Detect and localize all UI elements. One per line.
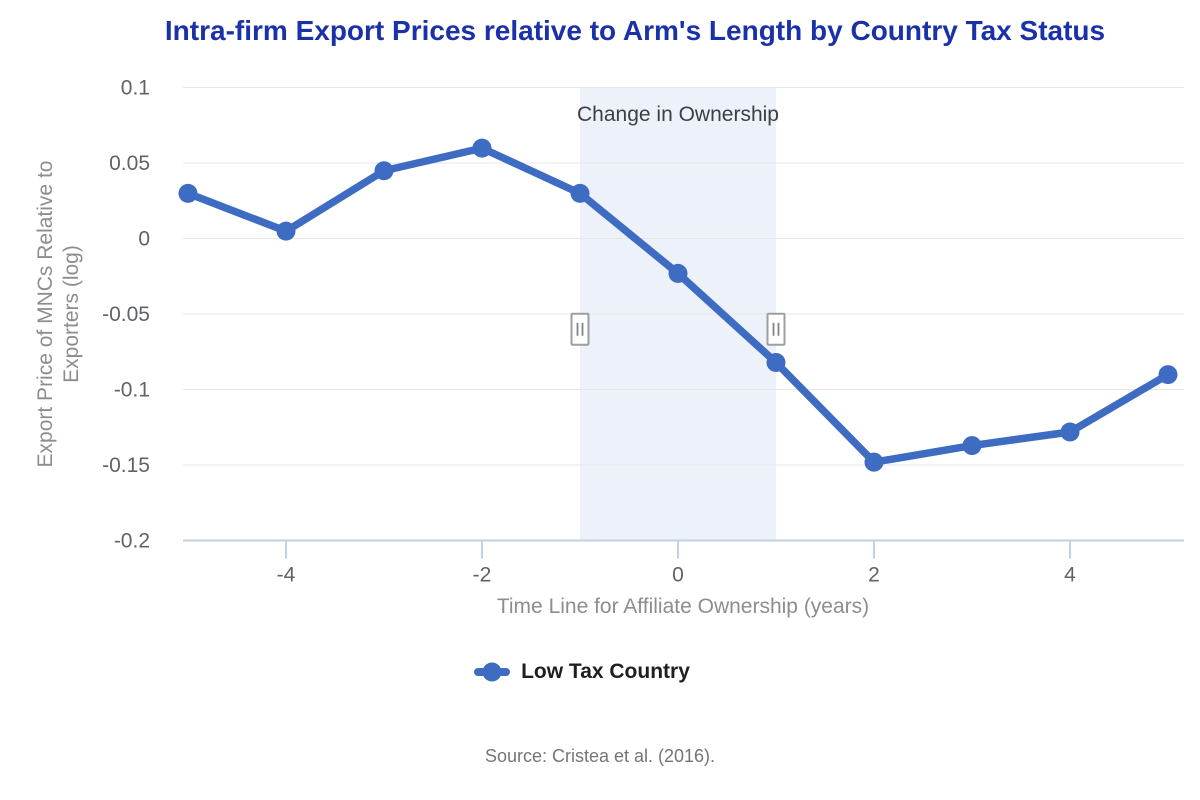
y-tick-label: 0 (138, 228, 150, 251)
y-axis-title-line1: Export Price of MNCs Relative to (34, 161, 57, 468)
chart-canvas: 0.1 0.05 0 -0.05 -0.1 -0.15 -0.2 -4 -2 0 2 4 Time Li… (34, 77, 1184, 618)
x-tick-label: 0 (672, 564, 684, 587)
data-point[interactable] (276, 221, 296, 241)
data-point[interactable] (472, 138, 492, 158)
y-tick-label: 0.1 (121, 77, 150, 100)
y-tick-label: -0.15 (102, 454, 150, 477)
band-annotation-label: Change in Ownership (577, 103, 779, 126)
data-point[interactable] (178, 183, 198, 203)
legend-point-icon (482, 662, 502, 682)
data-point[interactable] (766, 353, 786, 373)
x-tick-label: 4 (1064, 564, 1076, 587)
data-point[interactable] (570, 183, 590, 203)
y-axis-title: Export Price of MNCs Relative to Exporter… (34, 161, 83, 468)
x-tick-label: 2 (868, 564, 880, 587)
y-tick-label: -0.1 (114, 379, 150, 402)
data-point[interactable] (864, 452, 884, 472)
source-note: Source: Cristea et al. (2016). (484, 746, 716, 766)
legend-line-marker (474, 662, 511, 682)
band-handle-left[interactable] (570, 312, 590, 346)
handle-box (766, 312, 786, 346)
chart-title: Intra-firm Export Prices relative to Arm… (164, 15, 1106, 46)
handle-box (570, 312, 590, 346)
y-tick-label: -0.05 (102, 303, 150, 326)
y-tick-label: 0.05 (109, 152, 150, 175)
data-point[interactable] (1158, 365, 1178, 385)
legend-item-low-tax-country[interactable]: Low Tax Country (0, 660, 1182, 684)
data-point[interactable] (1060, 422, 1080, 442)
y-tick-label: -0.2 (114, 530, 150, 553)
legend-label: Low Tax Country (521, 660, 690, 683)
x-tick-label: -2 (473, 564, 492, 587)
x-tick-label: -4 (277, 564, 296, 587)
data-point[interactable] (374, 161, 394, 181)
x-axis-title: Time Line for Affiliate Ownership (years… (497, 595, 869, 618)
data-point[interactable] (962, 436, 982, 456)
band-handle-right[interactable] (766, 312, 786, 346)
y-axis-title-line2: Exporters (log) (60, 245, 83, 383)
data-point[interactable] (668, 263, 688, 283)
